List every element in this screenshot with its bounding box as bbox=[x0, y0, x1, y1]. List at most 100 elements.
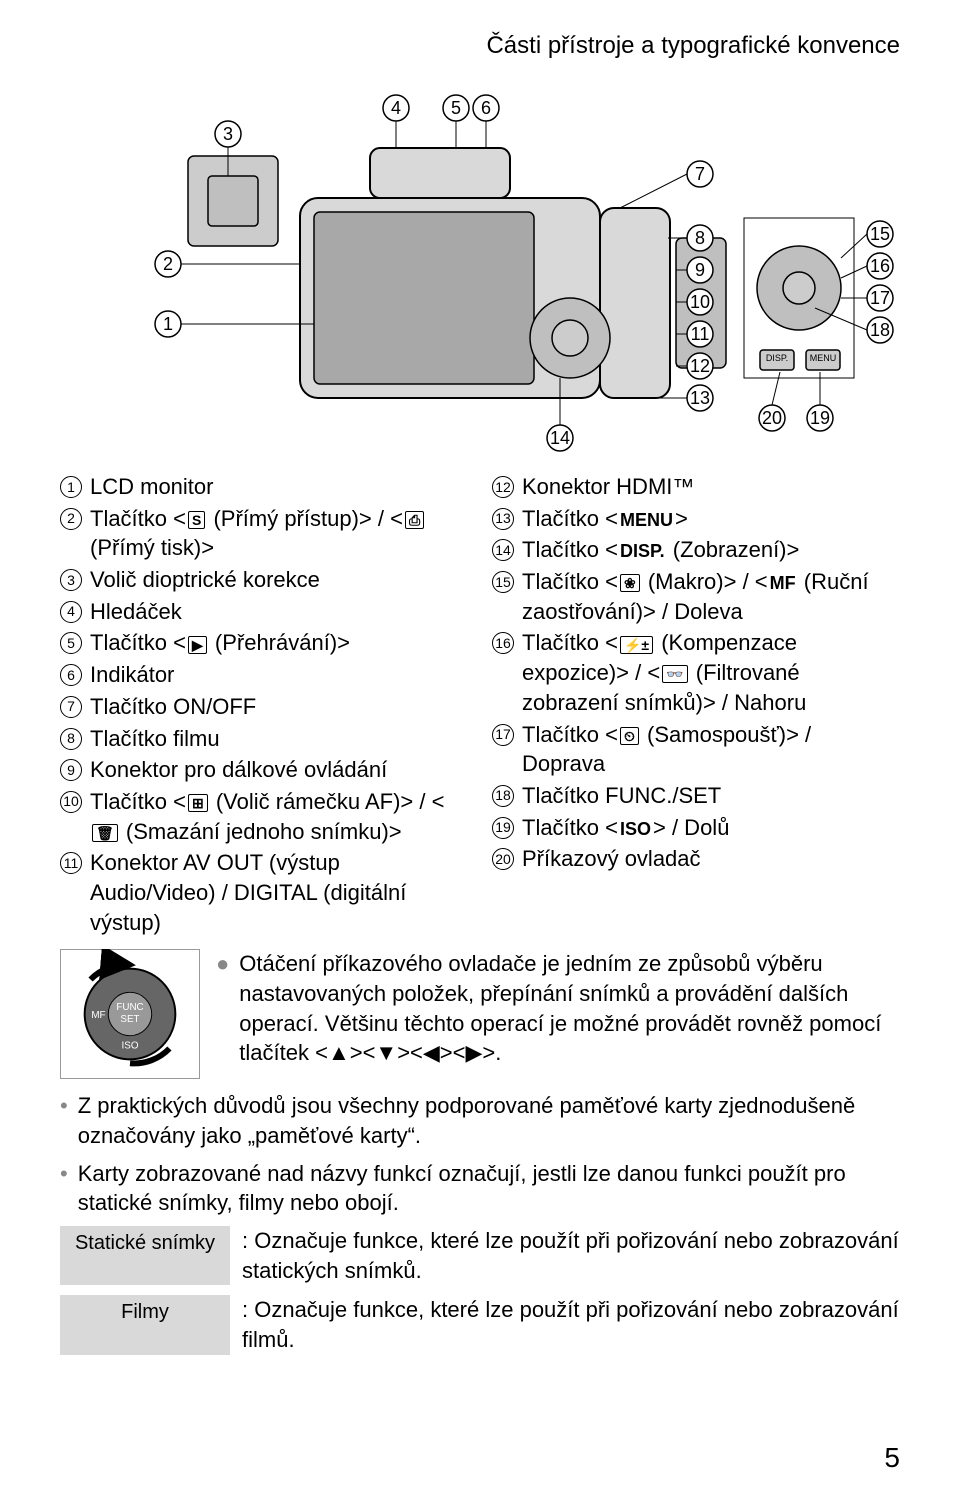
parts-item-17: 17 Tlačítko <⏲ (Samospoušť)> / Doprava bbox=[492, 720, 900, 779]
parts-item-18: 18 Tlačítko FUNC./SET bbox=[492, 781, 900, 811]
camera-diagram: DISP. MENU 1 2 3 4 5 6 7 8 9 10 11 12 bbox=[60, 78, 900, 458]
svg-text:2: 2 bbox=[163, 254, 173, 274]
svg-text:MENU: MENU bbox=[810, 353, 837, 363]
parts-item-19: 19Tlačítko <ISO> / Dolů bbox=[492, 813, 900, 843]
svg-text:7: 7 bbox=[695, 164, 705, 184]
item-text: Hledáček bbox=[90, 597, 468, 627]
item-text: Tlačítko <MENU> bbox=[522, 504, 900, 534]
svg-text:8: 8 bbox=[695, 228, 705, 248]
inline-icon: ▶ bbox=[188, 636, 207, 654]
item-text: Konektor AV OUT (výstup Audio/Video) / D… bbox=[90, 848, 468, 937]
parts-list: 1 LCD monitor 2 Tlačítko <S (Přímý přístup)… bbox=[60, 472, 900, 939]
svg-text:DISP.: DISP. bbox=[766, 353, 788, 363]
svg-text:4: 4 bbox=[391, 98, 401, 118]
svg-text:19: 19 bbox=[810, 408, 830, 428]
item-number: 20 bbox=[492, 848, 514, 870]
svg-text:17: 17 bbox=[870, 288, 890, 308]
item-number: 12 bbox=[492, 476, 514, 498]
inline-icon: ❀ bbox=[620, 574, 640, 592]
item-number: 13 bbox=[492, 508, 514, 530]
item-text: Konektor pro dálkové ovládání bbox=[90, 755, 468, 785]
svg-text:3: 3 bbox=[223, 124, 233, 144]
page-header: Části přístroje a typografické konvence bbox=[60, 32, 900, 60]
parts-item-10: 10 Tlačítko <⊞ (Volič rámečku AF)> / <🗑 (… bbox=[60, 787, 468, 846]
item-text: Indikátor bbox=[90, 660, 468, 690]
item-number: 14 bbox=[492, 539, 514, 561]
parts-item-3: 3 Volič dioptrické korekce bbox=[60, 565, 468, 595]
parts-item-2: 2 Tlačítko <S (Přímý přístup)> / <⎙ (Přím… bbox=[60, 504, 468, 563]
item-text: Tlačítko ON/OFF bbox=[90, 692, 468, 722]
inline-icon: MENU bbox=[618, 510, 675, 530]
parts-item-11: 11Konektor AV OUT (výstup Audio/Video) /… bbox=[60, 848, 468, 937]
item-number: 18 bbox=[492, 785, 514, 807]
svg-text:MF: MF bbox=[91, 1010, 105, 1021]
item-text: Tlačítko FUNC./SET bbox=[522, 781, 900, 811]
inline-icon: S bbox=[188, 511, 205, 529]
item-number: 1 bbox=[60, 476, 82, 498]
inline-icon: ⊞ bbox=[188, 794, 208, 812]
item-number: 4 bbox=[60, 601, 82, 623]
svg-text:18: 18 bbox=[870, 320, 890, 340]
note-1: Z praktických důvodů jsou všechny podpor… bbox=[78, 1091, 900, 1150]
inline-icon: 🗑 bbox=[92, 824, 118, 842]
legend-text-movies: : Označuje funkce, které lze použít při … bbox=[242, 1295, 900, 1354]
item-text: Příkazový ovladač bbox=[522, 844, 900, 874]
inline-icon: ⚡± bbox=[620, 636, 653, 654]
item-number: 9 bbox=[60, 759, 82, 781]
svg-text:SET: SET bbox=[120, 1014, 139, 1025]
svg-text:15: 15 bbox=[870, 224, 890, 244]
item-text: Tlačítko <❀ (Makro)> / <MF (Ruční zaostř… bbox=[522, 567, 900, 626]
item-number: 5 bbox=[60, 632, 82, 654]
parts-item-15: 15Tlačítko <❀ (Makro)> / <MF (Ruční zaos… bbox=[492, 567, 900, 626]
item-number: 7 bbox=[60, 696, 82, 718]
dial-icon: FUNC SET ISO MF bbox=[60, 949, 200, 1079]
item-number: 8 bbox=[60, 728, 82, 750]
legend-pill-stills: Statické snímky bbox=[60, 1226, 230, 1285]
inline-icon: ⏲ bbox=[620, 727, 639, 745]
item-number: 3 bbox=[60, 569, 82, 591]
svg-text:11: 11 bbox=[691, 324, 710, 344]
parts-item-5: 5 Tlačítko <▶ (Přehrávání)> bbox=[60, 628, 468, 658]
left-column: 1 LCD monitor 2 Tlačítko <S (Přímý přístup)… bbox=[60, 472, 468, 939]
parts-item-12: 12 Konektor HDMI™ bbox=[492, 472, 900, 502]
svg-text:6: 6 bbox=[481, 98, 491, 118]
legend-pill-movies: Filmy bbox=[60, 1295, 230, 1354]
item-text: Tlačítko <DISP. (Zobrazení)> bbox=[522, 535, 900, 565]
item-text: Tlačítko filmu bbox=[90, 724, 468, 754]
item-text: Tlačítko <ISO> / Dolů bbox=[522, 813, 900, 843]
parts-item-16: 16 Tlačítko <⚡± (Kompenzace expozice)> / … bbox=[492, 628, 900, 717]
legend-text-stills: : Označuje funkce, které lze použít při … bbox=[242, 1226, 900, 1285]
item-text: LCD monitor bbox=[90, 472, 468, 502]
parts-item-1: 1 LCD monitor bbox=[60, 472, 468, 502]
item-number: 16 bbox=[492, 632, 514, 654]
item-text: Tlačítko <▶ (Přehrávání)> bbox=[90, 628, 468, 658]
page-number: 5 bbox=[884, 1442, 900, 1474]
parts-item-4: 4 Hledáček bbox=[60, 597, 468, 627]
item-number: 2 bbox=[60, 508, 82, 530]
dial-note-text: Otáčení příkazového ovladače je jedním z… bbox=[239, 949, 900, 1068]
svg-text:13: 13 bbox=[690, 388, 710, 408]
item-text: Tlačítko <S (Přímý přístup)> / <⎙ (Přímý… bbox=[90, 504, 468, 563]
dial-note: FUNC SET ISO MF ● Otáčení příkazového ov… bbox=[60, 949, 900, 1079]
svg-text:16: 16 bbox=[870, 256, 890, 276]
item-text: Tlačítko <⊞ (Volič rámečku AF)> / <🗑 (Sm… bbox=[90, 787, 468, 846]
right-column: 12 Konektor HDMI™ 13 Tlačítko <MENU> 14 Tlačí… bbox=[492, 472, 900, 939]
parts-item-20: 20 Příkazový ovladač bbox=[492, 844, 900, 874]
parts-item-8: 8 Tlačítko filmu bbox=[60, 724, 468, 754]
inline-icon: MF bbox=[768, 573, 798, 593]
item-number: 10 bbox=[60, 791, 82, 813]
svg-text:ISO: ISO bbox=[122, 1041, 139, 1052]
parts-item-13: 13 Tlačítko <MENU> bbox=[492, 504, 900, 534]
svg-text:20: 20 bbox=[762, 408, 782, 428]
item-number: 17 bbox=[492, 724, 514, 746]
item-text: Konektor HDMI™ bbox=[522, 472, 900, 502]
item-text: Volič dioptrické korekce bbox=[90, 565, 468, 595]
notes: Z praktických důvodů jsou všechny podpor… bbox=[60, 1091, 900, 1218]
inline-icon: ISO bbox=[618, 819, 653, 839]
item-text: Tlačítko <⏲ (Samospoušť)> / Doprava bbox=[522, 720, 900, 779]
svg-text:FUNC: FUNC bbox=[116, 1002, 143, 1013]
svg-text:10: 10 bbox=[690, 292, 710, 312]
item-number: 6 bbox=[60, 664, 82, 686]
svg-text:1: 1 bbox=[163, 314, 173, 334]
item-text: Tlačítko <⚡± (Kompenzace expozice)> / <👓… bbox=[522, 628, 900, 717]
